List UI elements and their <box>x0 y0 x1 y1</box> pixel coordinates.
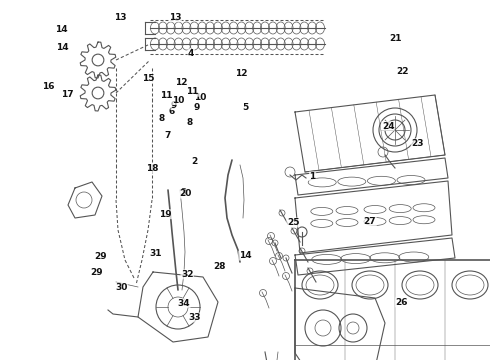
Text: 6: 6 <box>169 107 174 116</box>
Text: 19: 19 <box>159 210 172 219</box>
Text: 24: 24 <box>382 122 394 131</box>
Text: 30: 30 <box>115 283 128 292</box>
Text: 22: 22 <box>396 67 409 76</box>
Text: 21: 21 <box>390 35 402 44</box>
Text: 11: 11 <box>186 87 199 96</box>
Text: 15: 15 <box>142 74 154 83</box>
Text: 8: 8 <box>187 118 193 127</box>
Text: 9: 9 <box>171 100 177 110</box>
Text: 12: 12 <box>175 78 188 87</box>
Text: 14: 14 <box>55 25 68 34</box>
Text: 14: 14 <box>56 43 69 52</box>
Text: 16: 16 <box>42 82 54 91</box>
Text: 1: 1 <box>310 172 316 181</box>
Text: 5: 5 <box>242 103 248 112</box>
Text: 18: 18 <box>146 164 158 173</box>
Text: 9: 9 <box>194 103 200 112</box>
Text: 25: 25 <box>287 218 299 227</box>
Text: 28: 28 <box>213 262 226 271</box>
Text: 3: 3 <box>181 188 187 197</box>
Text: 10: 10 <box>172 96 184 105</box>
Text: 23: 23 <box>411 139 424 148</box>
Text: 32: 32 <box>181 270 194 279</box>
Text: 14: 14 <box>239 251 251 260</box>
Text: 8: 8 <box>159 114 165 123</box>
Text: 7: 7 <box>164 131 171 140</box>
Text: 26: 26 <box>395 298 408 307</box>
Text: 20: 20 <box>179 189 192 198</box>
Text: 29: 29 <box>94 252 107 261</box>
Text: 27: 27 <box>364 217 376 226</box>
Text: 34: 34 <box>177 299 190 307</box>
Text: 17: 17 <box>61 90 74 99</box>
Text: 13: 13 <box>114 13 126 22</box>
Text: 10: 10 <box>194 94 206 103</box>
Text: 33: 33 <box>189 313 201 322</box>
Text: 2: 2 <box>192 157 197 166</box>
Text: 4: 4 <box>188 49 195 58</box>
Text: 11: 11 <box>160 91 173 100</box>
Text: 13: 13 <box>169 13 182 22</box>
Text: 31: 31 <box>149 249 162 258</box>
Text: 12: 12 <box>235 69 247 78</box>
Text: 29: 29 <box>91 269 103 277</box>
